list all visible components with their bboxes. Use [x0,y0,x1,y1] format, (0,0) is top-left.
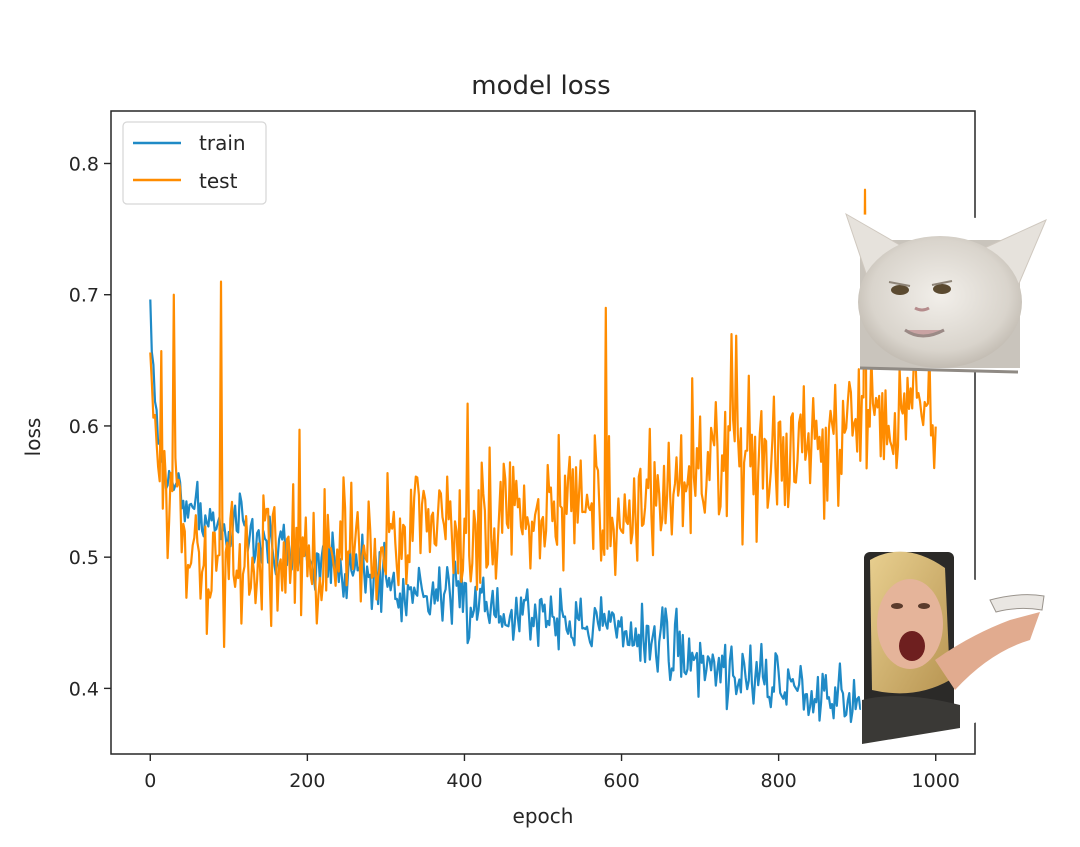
x-tick-label: 0 [144,770,156,792]
x-tick-label: 1000 [912,770,960,792]
woman-photo [856,551,1045,744]
series-line-test [149,188,937,649]
legend-label-test: test [199,169,238,193]
y-tick-label: 0.5 [69,547,99,569]
plot-area [110,110,976,755]
y-tick-label: 0.6 [69,416,99,438]
x-tick-label: 200 [289,770,325,792]
cat-photo [845,212,1047,374]
x-axis-label: epoch [513,804,574,828]
x-tick-label: 600 [603,770,639,792]
chart-title: model loss [471,71,610,101]
y-tick-label: 0.4 [69,678,99,700]
y-tick-label: 0.7 [69,285,99,307]
y-tick-label: 0.8 [69,153,99,175]
legend: train test [122,121,267,205]
y-axis-label: loss [21,418,45,457]
y-axis: 0.4 0.5 0.6 0.7 0.8 [69,153,111,700]
x-tick-label: 400 [446,770,482,792]
x-tick-label: 800 [761,770,797,792]
x-axis: 0 200 400 600 800 1000 [144,754,960,792]
legend-label-train: train [199,131,246,155]
